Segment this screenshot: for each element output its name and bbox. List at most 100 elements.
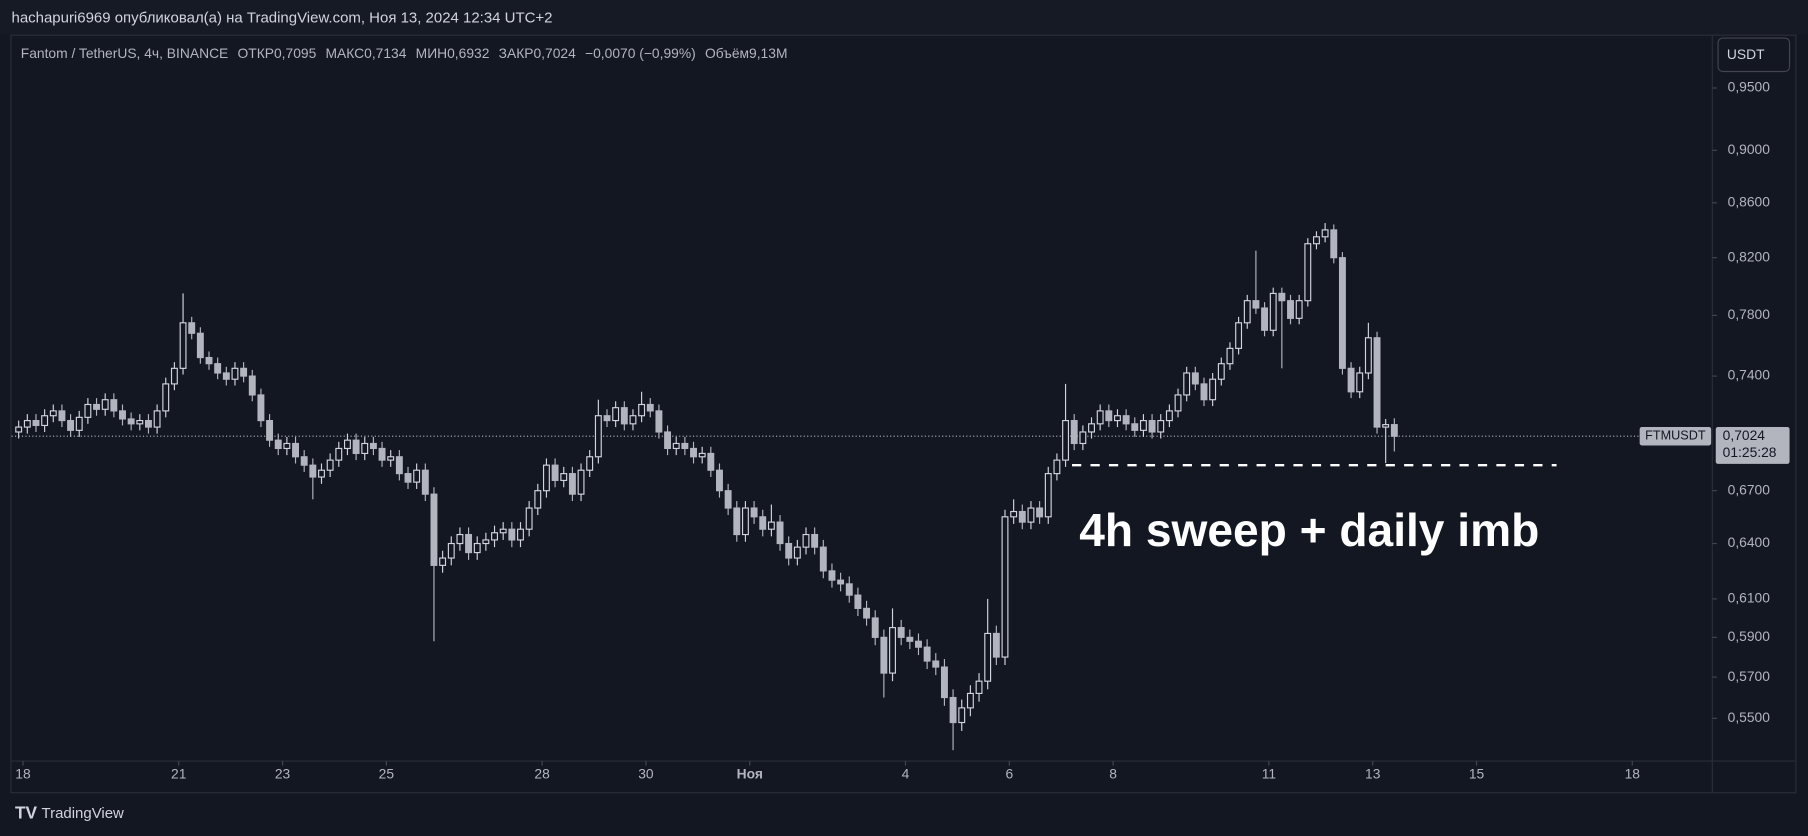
y-tick-label: 0,5500 bbox=[1728, 709, 1771, 725]
y-tick-label: 0,6400 bbox=[1728, 534, 1771, 550]
candle-body bbox=[1278, 292, 1286, 302]
candle-body bbox=[32, 420, 40, 427]
candle-body bbox=[395, 456, 403, 475]
candle-body bbox=[1390, 424, 1398, 437]
candle-body bbox=[1347, 367, 1355, 393]
x-tick-label: 4 bbox=[902, 766, 910, 782]
candle-body bbox=[318, 469, 325, 478]
candle-body bbox=[67, 420, 75, 431]
candle-body bbox=[845, 583, 853, 596]
candle-body bbox=[387, 456, 395, 461]
candle-body bbox=[1191, 372, 1199, 385]
candle-body bbox=[404, 473, 412, 483]
candle-body bbox=[863, 607, 871, 619]
stat: МАКС0,7134 bbox=[326, 45, 407, 61]
candle-body bbox=[352, 439, 360, 455]
x-tick-label: 23 bbox=[275, 766, 291, 782]
candle-body bbox=[101, 399, 109, 410]
y-tick-label: 0,6100 bbox=[1728, 590, 1771, 606]
x-tick-label: 18 bbox=[15, 766, 31, 782]
candle-body bbox=[1321, 229, 1329, 238]
candle-body bbox=[664, 431, 672, 450]
candle-body bbox=[75, 416, 83, 431]
x-tick-label: 6 bbox=[1005, 766, 1013, 782]
candle-body bbox=[1044, 473, 1052, 518]
candle-body bbox=[1261, 307, 1269, 331]
candle-body bbox=[231, 367, 239, 380]
candle-body bbox=[560, 473, 568, 481]
candle-body bbox=[750, 507, 758, 518]
candle-body bbox=[127, 418, 135, 425]
candle-body bbox=[819, 546, 827, 572]
candle-body bbox=[335, 447, 343, 461]
candle-body bbox=[1174, 394, 1182, 412]
candle-body bbox=[1226, 347, 1234, 365]
candle-body bbox=[214, 363, 222, 374]
stat: ОТКР0,7095 bbox=[238, 45, 317, 61]
candle-body bbox=[499, 528, 507, 534]
candle-body bbox=[473, 542, 481, 554]
candle-body bbox=[309, 464, 317, 478]
footer-brand: TradingView bbox=[42, 805, 125, 822]
candle-body bbox=[776, 521, 784, 545]
candle-body bbox=[23, 420, 31, 428]
candle-body bbox=[568, 473, 576, 495]
candle-body bbox=[594, 415, 602, 458]
candle-body bbox=[992, 632, 1000, 658]
candle-body bbox=[1338, 257, 1346, 369]
candle-body bbox=[915, 640, 922, 648]
countdown-label: 01:25:28 bbox=[1723, 444, 1777, 460]
stat: МИН0,6932 bbox=[416, 45, 490, 61]
candle-body bbox=[1079, 431, 1087, 445]
y-tick-label: 0,9000 bbox=[1728, 141, 1771, 157]
candle-body bbox=[1148, 420, 1156, 433]
x-tick-label: 25 bbox=[379, 766, 395, 782]
candle-body bbox=[292, 442, 299, 458]
stat: ЗАКР0,7024 bbox=[499, 45, 576, 61]
candle-body bbox=[240, 367, 248, 377]
x-tick-label: 8 bbox=[1109, 766, 1117, 782]
currency-button[interactable] bbox=[1717, 37, 1791, 73]
candle-body bbox=[1209, 378, 1217, 401]
currency[interactable]: USDT bbox=[1727, 46, 1765, 62]
candle-body bbox=[638, 403, 646, 417]
candle-body bbox=[1053, 459, 1061, 475]
candle-body bbox=[542, 464, 550, 492]
candle-body bbox=[785, 542, 793, 559]
candle-body bbox=[759, 516, 767, 530]
candle-body bbox=[1036, 507, 1044, 518]
candle-body bbox=[1252, 300, 1260, 309]
candle-body bbox=[741, 507, 749, 536]
candle-body bbox=[188, 322, 196, 334]
candle-body bbox=[58, 410, 66, 422]
publish-info: hachapuri6969 опубликовал(а) на TradingV… bbox=[12, 9, 553, 26]
candle-body bbox=[343, 439, 351, 450]
candle-body bbox=[369, 442, 377, 450]
candle-body bbox=[958, 707, 966, 724]
x-tick-label: 15 bbox=[1469, 766, 1485, 782]
candle-body bbox=[698, 452, 706, 458]
candle-body bbox=[923, 646, 931, 662]
candle-body bbox=[940, 666, 948, 699]
candle-body bbox=[828, 570, 836, 581]
candle-body bbox=[119, 410, 126, 420]
candle-body bbox=[1096, 410, 1104, 425]
candle-body bbox=[517, 528, 524, 541]
candle-body bbox=[889, 627, 896, 674]
candle-body bbox=[949, 696, 957, 724]
candle-body bbox=[1330, 229, 1338, 259]
candle-body bbox=[456, 533, 464, 545]
candle-body bbox=[1243, 300, 1251, 324]
candle-body bbox=[222, 372, 230, 380]
candle-body bbox=[326, 459, 334, 471]
candle-body bbox=[984, 632, 992, 682]
candle-body bbox=[655, 410, 663, 433]
candle-body bbox=[378, 447, 386, 461]
candle-body bbox=[793, 546, 801, 559]
candle-body bbox=[1382, 424, 1390, 428]
candle-body bbox=[1287, 300, 1294, 319]
candle-body bbox=[1200, 383, 1208, 401]
candle-body bbox=[170, 367, 178, 385]
y-tick-label: 0,8200 bbox=[1728, 248, 1771, 264]
candle-body bbox=[144, 420, 152, 428]
